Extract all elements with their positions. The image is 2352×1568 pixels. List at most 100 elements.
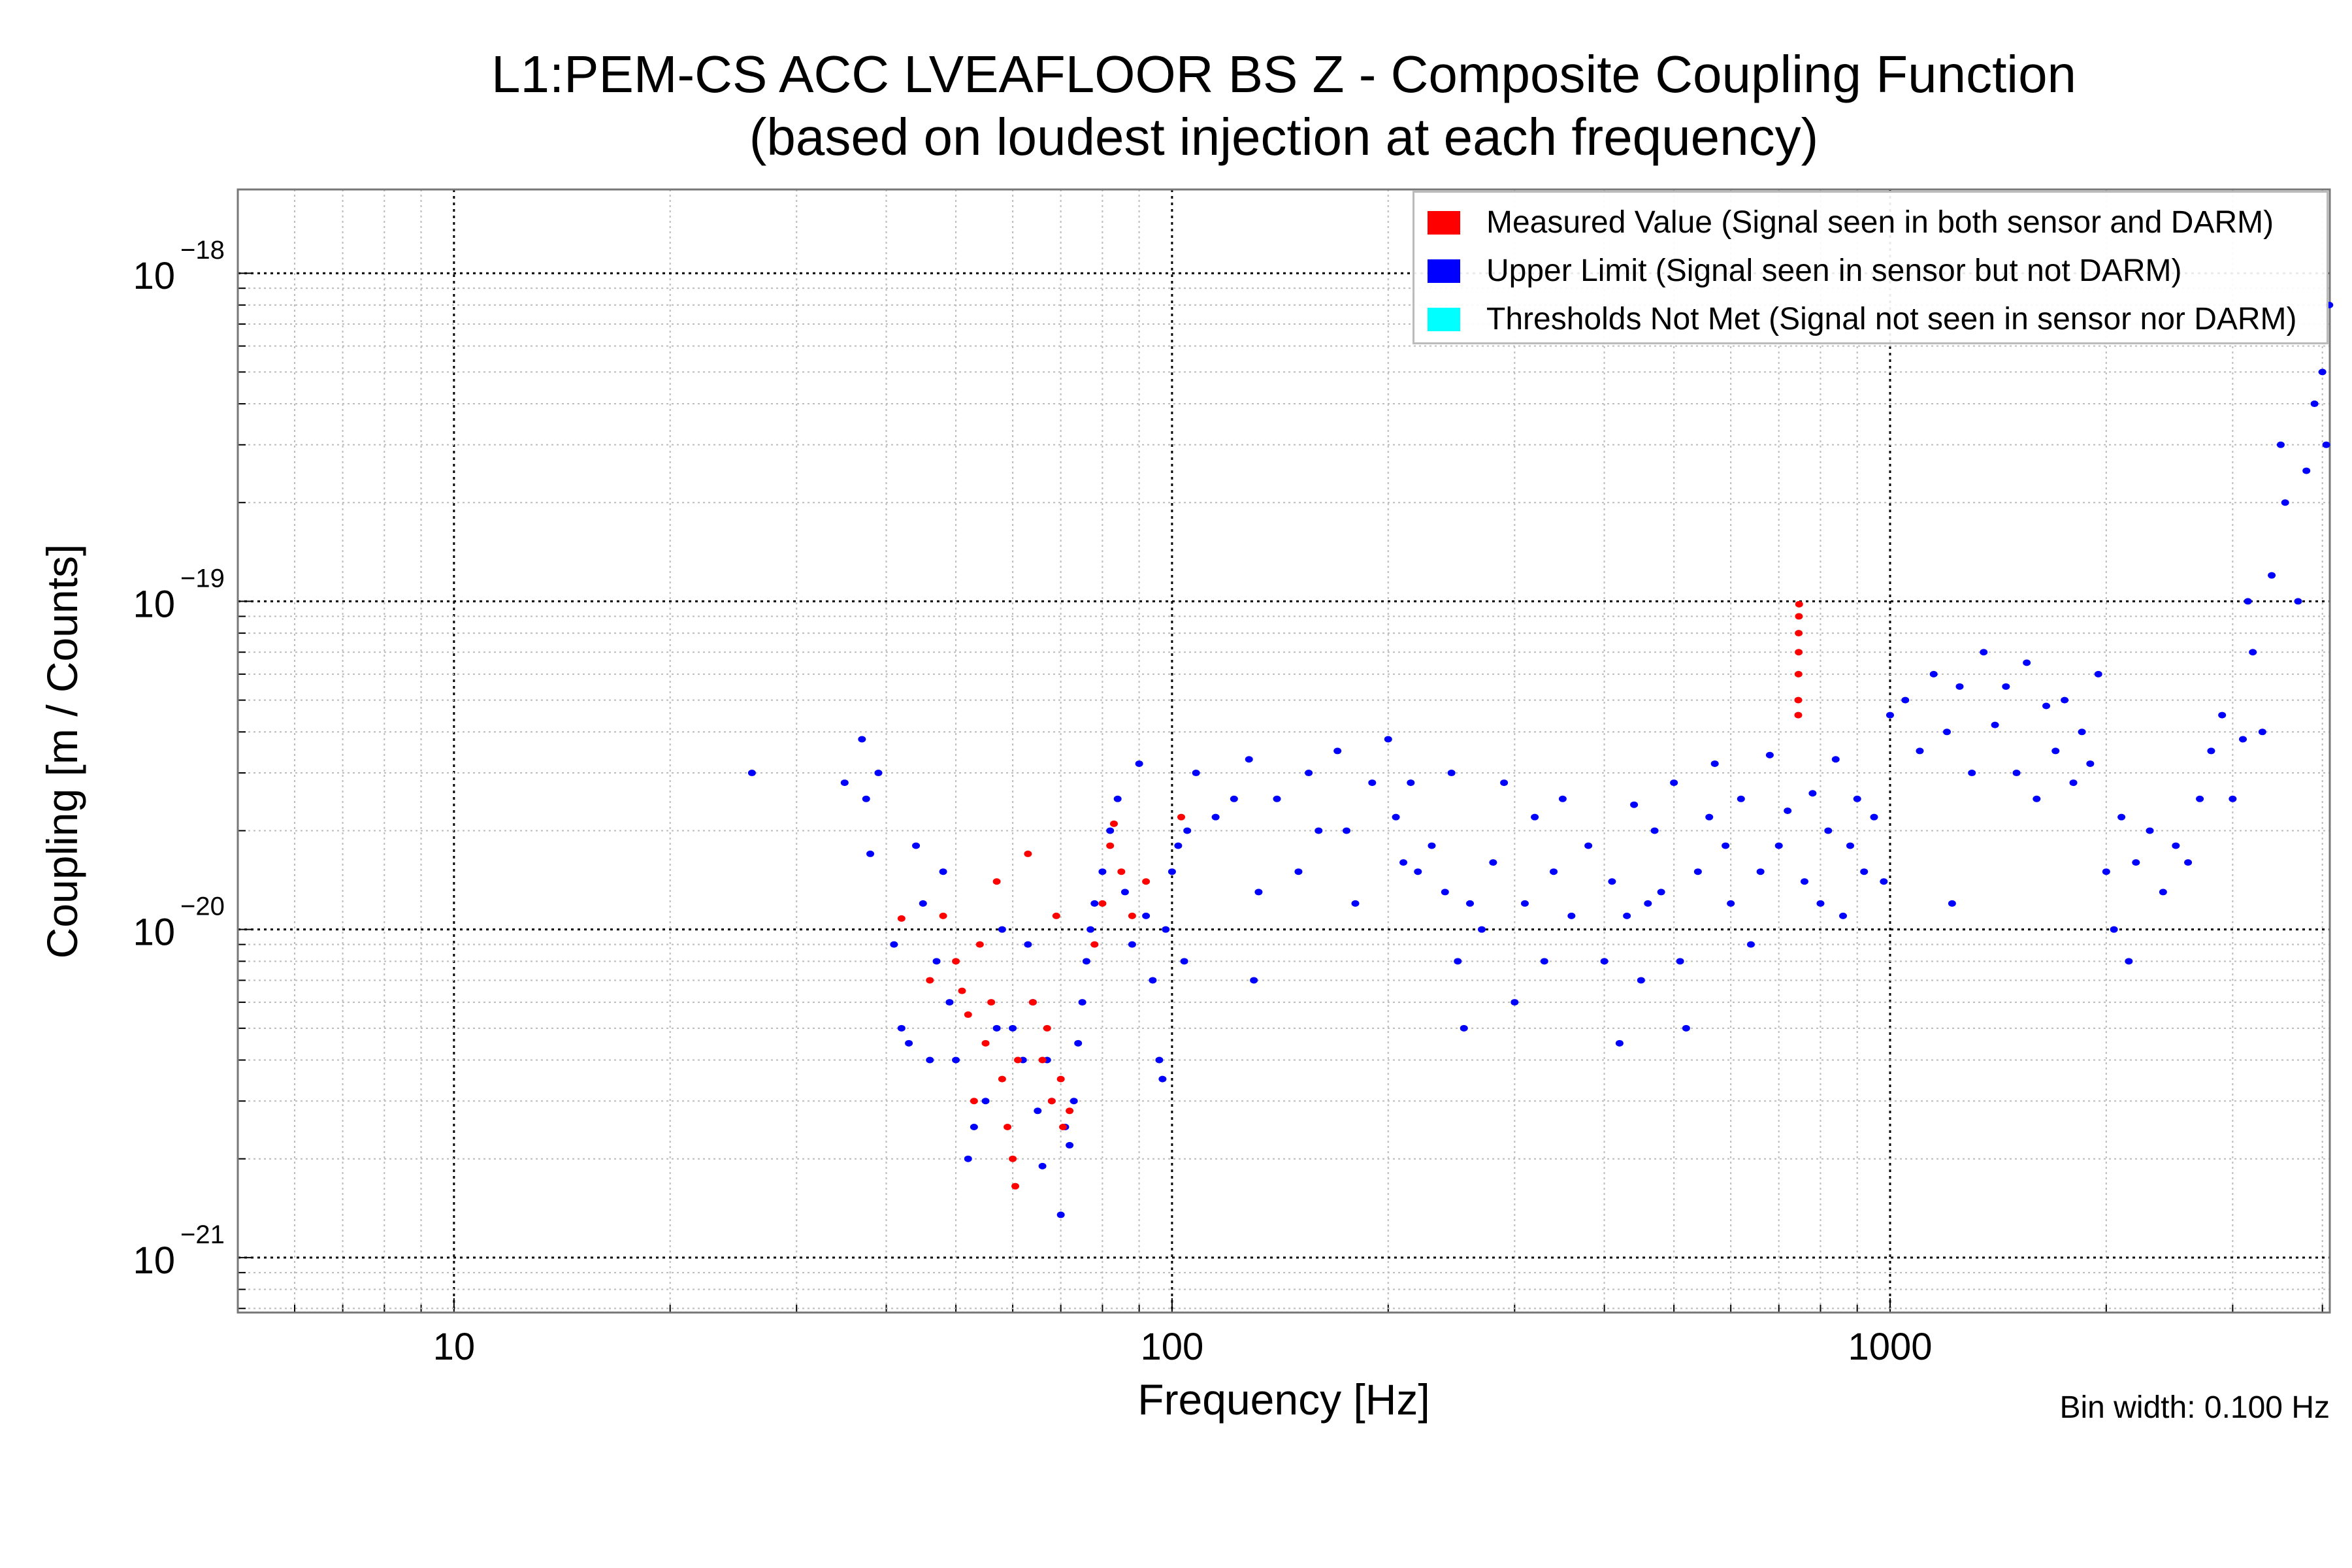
measured-point [1177,813,1186,821]
y-tick-label: 10 [133,911,175,954]
upper-limit-point [1816,900,1825,907]
measured-point [1024,850,1032,857]
upper-limit-point [840,779,849,787]
upper-limit-point [1038,1162,1047,1169]
measured-point [1795,630,1803,637]
upper-limit-point [1955,683,1964,690]
upper-limit-point [1916,747,1924,755]
upper-limit-point [905,1039,913,1047]
upper-limit-point [1351,900,1360,907]
upper-limit-point [1644,900,1652,907]
upper-limit-point [2159,889,2167,896]
measured-point [970,1098,978,1105]
upper-limit-point [1294,868,1303,875]
upper-limit-point [2012,770,2021,777]
measured-point [992,878,1001,885]
upper-limit-point [1399,859,1408,866]
legend-label: Upper Limit (Signal seen in sensor but n… [1486,253,2182,288]
upper-limit-point [939,868,947,875]
upper-limit-point [2110,926,2118,933]
upper-limit-point [1098,868,1107,875]
upper-limit-point [1158,1075,1167,1083]
upper-limit-point [1991,721,1999,728]
upper-limit-point [912,842,921,849]
upper-limit-point [1441,889,1449,896]
upper-limit-point [2146,827,2154,834]
measured-point [1038,1056,1047,1064]
upper-limit-point [1368,779,1377,787]
measured-point [1011,1183,1020,1190]
upper-limit-point [1615,1039,1624,1047]
upper-limit-point [992,1024,1001,1032]
upper-limit-point [1245,756,1253,763]
y-tick-exponent: −21 [180,1220,225,1249]
upper-limit-point [1929,670,1938,678]
upper-limit-point [1315,827,1323,834]
upper-limit-point [1180,958,1188,965]
y-tick-label: 10 [133,1239,175,1282]
upper-limit-point [1407,779,1415,787]
chart-title: L1:PEM-CS ACC LVEAFLOOR BS Z - Composite… [491,45,2077,103]
upper-limit-point [2229,795,2237,802]
measured-point [1109,820,1118,827]
upper-limit-point [1343,827,1351,834]
upper-limit-point [1838,912,1847,919]
upper-limit-point [1800,878,1808,885]
measured-point [1043,1024,1051,1032]
x-axis-label: Frequency [Hz] [1137,1375,1430,1424]
upper-limit-point [1511,999,1519,1006]
upper-limit-point [2302,467,2311,474]
upper-limit-point [1230,795,1238,802]
upper-limit-point [2218,711,2227,719]
upper-limit-point [1465,900,1474,907]
upper-limit-point [1710,760,1719,767]
upper-limit-point [1447,770,1456,777]
measured-point [1794,670,1803,678]
upper-limit-point [1500,779,1509,787]
upper-limit-point [1009,1024,1017,1032]
upper-limit-point [2086,760,2095,767]
upper-limit-point [1024,941,1032,948]
measured-point [1013,1056,1022,1064]
upper-limit-point [1106,827,1115,834]
upper-limit-point [2132,859,2140,866]
upper-limit-point [970,1124,978,1131]
measured-point [1056,1075,1065,1083]
measured-point [1142,878,1151,885]
upper-limit-point [2207,747,2215,755]
measured-point [1794,696,1803,704]
upper-limit-point [1273,795,1281,802]
upper-limit-point [2196,795,2204,802]
measured-point [952,958,960,965]
upper-limit-point [998,926,1006,933]
upper-limit-point [1128,941,1136,948]
upper-limit-point [2310,400,2319,408]
upper-limit-point [1980,649,1988,656]
upper-limit-point [1174,842,1183,849]
upper-limit-point [932,958,941,965]
upper-limit-point [2069,779,2078,787]
upper-limit-point [964,1155,972,1162]
measured-point [1106,842,1115,849]
upper-limit-point [1211,813,1220,821]
upper-limit-point [1034,1107,1042,1115]
upper-limit-point [1567,912,1576,919]
upper-limit-point [2117,813,2126,821]
upper-limit-point [2102,868,2110,875]
legend-swatch-red [1428,211,1460,235]
upper-limit-point [1784,807,1792,814]
upper-limit-point [2033,795,2041,802]
upper-limit-point [2042,702,2051,710]
upper-limit-point [2002,683,2010,690]
upper-limit-point [1478,926,1486,933]
measured-point [958,987,966,994]
legend-item-upper-limit: Upper Limit (Signal seen in sensor but n… [1428,253,2181,289]
upper-limit-point [1070,1098,1078,1105]
upper-limit-point [1082,958,1090,965]
upper-limit-point [1808,790,1817,797]
upper-limit-point [2276,441,2285,448]
upper-limit-point [1520,900,1529,907]
upper-limit-point [858,736,866,743]
measured-point [1052,912,1060,919]
upper-limit-point [1608,878,1616,885]
